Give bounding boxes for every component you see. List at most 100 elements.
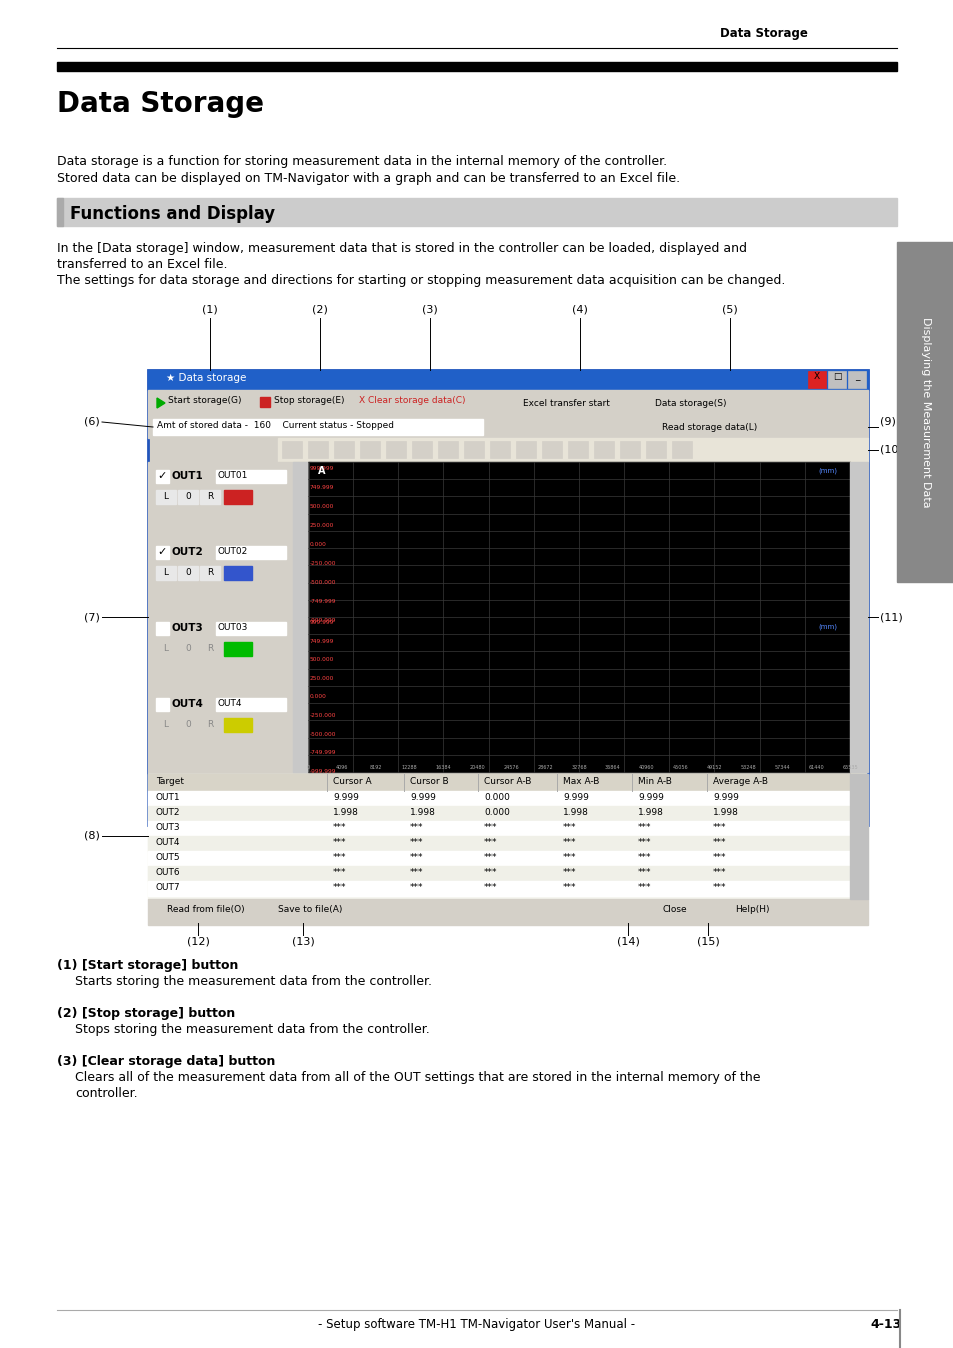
Text: 0.000: 0.000 [483,807,509,817]
Text: Clears all of the measurement data from all of the OUT settings that are stored : Clears all of the measurement data from … [75,1072,760,1084]
Bar [412,441,432,458]
Text: (3): (3) [421,305,437,315]
Text: 999.999: 999.999 [310,620,334,625]
Text: 1.998: 1.998 [562,807,588,817]
Text: (14): (14) [616,937,639,948]
Bar [567,441,587,458]
Bar [148,806,849,821]
Text: -999.999: -999.999 [310,768,336,774]
Text: 250.000: 250.000 [310,675,334,681]
Text: Start storage(G): Start storage(G) [168,396,241,404]
Bar [308,462,849,772]
Text: ***: *** [638,824,651,832]
Text: ***: *** [483,868,497,878]
Text: ***: *** [638,883,651,892]
Bar [156,546,169,559]
Bar [152,419,482,435]
Text: OUT01: OUT01 [218,470,248,480]
Bar [293,462,308,772]
Text: 9.999: 9.999 [333,793,358,802]
Text: ***: *** [483,853,497,861]
Bar [224,566,252,580]
Text: ***: *** [410,883,423,892]
Text: controller.: controller. [75,1086,137,1100]
Bar [490,441,510,458]
Text: 1.998: 1.998 [410,807,436,817]
Text: ✓: ✓ [157,470,166,481]
Bar [516,441,536,458]
Text: OUT3: OUT3 [172,623,204,634]
Bar [638,419,782,435]
Text: ***: *** [333,824,346,832]
Bar [847,371,865,388]
Text: ***: *** [638,853,651,861]
Bar [200,566,220,580]
Text: Close: Close [662,905,686,914]
Text: OUT2: OUT2 [156,807,180,817]
Bar [224,642,252,656]
Bar [224,491,252,504]
Bar [255,394,351,412]
Text: ***: *** [562,838,576,847]
Text: OUT02: OUT02 [218,547,248,555]
Text: OUT4: OUT4 [218,700,242,708]
Bar [178,718,198,732]
Bar [178,566,198,580]
Bar [619,441,639,458]
Text: 45056: 45056 [672,766,688,770]
Bar [260,398,270,407]
Bar [148,899,867,925]
Text: ***: *** [638,868,651,878]
Text: Read from file(O): Read from file(O) [167,905,245,914]
Text: L: L [163,720,169,729]
Text: Cursor B: Cursor B [410,776,448,786]
Bar [282,441,302,458]
Text: 0: 0 [306,766,309,770]
Text: 8192: 8192 [369,766,381,770]
Text: 4096: 4096 [335,766,348,770]
Text: Excel transfer start: Excel transfer start [522,399,609,407]
Text: Amt of stored data -  160    Current status - Stopped: Amt of stored data - 160 Current status … [157,421,394,430]
Text: 40960: 40960 [639,766,654,770]
Text: 999.999: 999.999 [310,466,334,470]
Bar [671,441,691,458]
Bar [463,441,483,458]
Text: 9.999: 9.999 [638,793,663,802]
Text: Displaying the Measurement Data: Displaying the Measurement Data [920,317,930,507]
Text: - Setup software TM-H1 TM-Navigator User's Manual -: - Setup software TM-H1 TM-Navigator User… [318,1318,635,1330]
Text: OUT4: OUT4 [172,700,204,709]
Text: ✓: ✓ [157,547,166,557]
Text: 9.999: 9.999 [562,793,588,802]
Text: 12288: 12288 [401,766,417,770]
Text: ***: *** [483,838,497,847]
Text: ***: *** [712,824,726,832]
Text: -999.999: -999.999 [310,617,336,623]
Text: ***: *** [562,868,576,878]
Text: (2): (2) [312,305,328,315]
Bar [148,882,849,896]
Text: 0: 0 [185,720,191,729]
Text: 0.000: 0.000 [483,793,509,802]
Text: 500.000: 500.000 [310,658,334,662]
Text: L: L [163,492,169,501]
Text: transferred to an Excel file.: transferred to an Excel file. [57,257,227,271]
Text: 1.998: 1.998 [333,807,358,817]
Bar [645,441,665,458]
Text: OUT1: OUT1 [156,793,180,802]
Text: ***: *** [712,853,726,861]
Text: R: R [207,568,213,577]
Text: 53248: 53248 [740,766,756,770]
Bar [57,198,63,226]
Text: X: X [813,372,820,381]
Bar [148,369,867,825]
Text: 49152: 49152 [706,766,721,770]
Text: (mm): (mm) [817,466,836,473]
Text: ***: *** [410,868,423,878]
Bar [633,394,747,412]
Text: OUT4: OUT4 [156,838,180,847]
Text: Average A-B: Average A-B [712,776,767,786]
Bar [849,462,867,772]
Text: 749.999: 749.999 [310,639,334,644]
Text: ***: *** [712,868,726,878]
Bar [178,642,198,656]
